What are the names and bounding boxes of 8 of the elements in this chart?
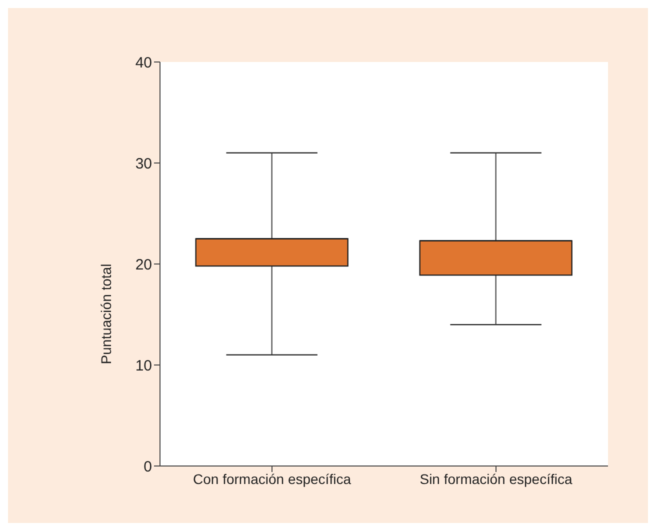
y-tick-label: 30 — [135, 155, 152, 172]
y-tick-label: 40 — [135, 54, 152, 72]
y-axis-title: Puntuación total — [98, 264, 114, 364]
y-tick-label: 20 — [135, 256, 152, 274]
x-tick-label: Con formación específica — [193, 470, 352, 487]
y-tick-label: 0 — [144, 458, 152, 476]
y-tick-label: 10 — [135, 357, 152, 374]
x-tick-label: Sin formación específica — [420, 470, 572, 487]
